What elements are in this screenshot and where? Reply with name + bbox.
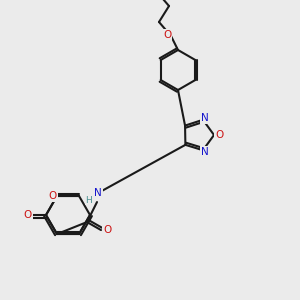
Text: N: N: [201, 147, 209, 157]
Text: O: O: [24, 210, 32, 220]
Text: O: O: [215, 130, 223, 140]
Text: H: H: [85, 196, 92, 205]
Text: N: N: [94, 188, 102, 198]
Text: O: O: [49, 191, 57, 201]
Text: N: N: [201, 113, 209, 123]
Text: O: O: [163, 30, 171, 40]
Text: O: O: [103, 225, 111, 235]
